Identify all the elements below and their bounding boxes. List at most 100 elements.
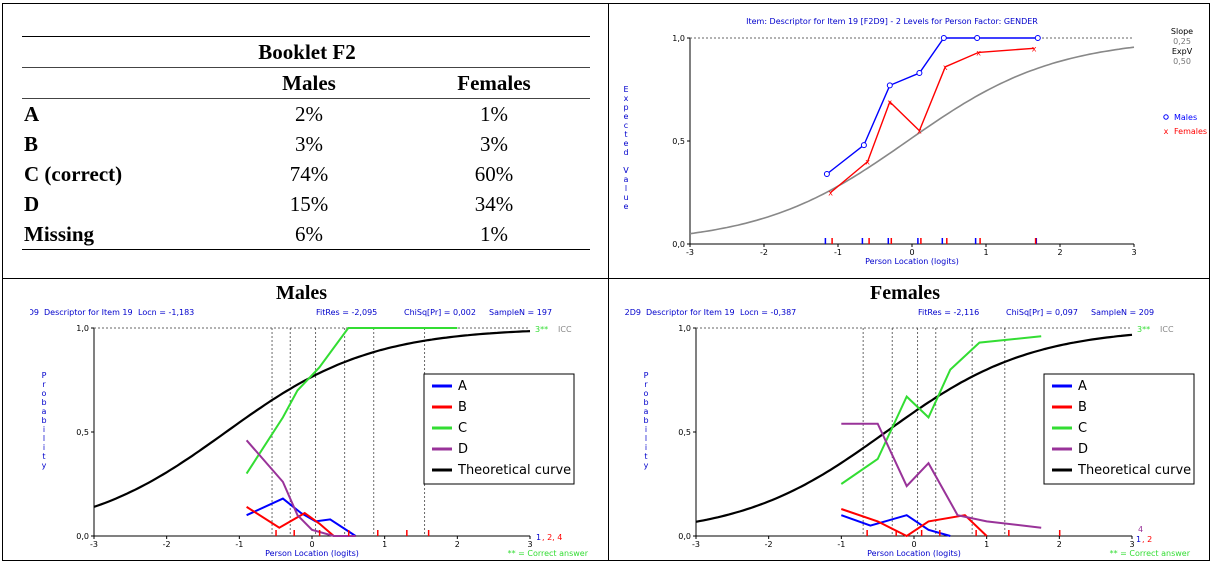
series-line-b (840, 508, 988, 538)
y-axis-label-char: t (42, 452, 45, 461)
y-axis-label-char: l (43, 434, 45, 443)
header-males: Males (282, 70, 336, 95)
y-tick-label: 0,5 (76, 428, 89, 437)
data-point-females: x (828, 189, 833, 198)
y-axis-label-char: l (645, 434, 647, 443)
y-axis-label-char: x (624, 94, 629, 103)
legend-label: B (458, 400, 467, 415)
expv-label: ExpV (1172, 47, 1193, 56)
x-tick-label: -1 (837, 540, 845, 549)
row-males: 6% (295, 221, 323, 246)
slope-label: Slope (1171, 27, 1193, 36)
data-point-females: x (917, 127, 922, 136)
data-point-females: x (976, 48, 981, 57)
figure-frame (2, 3, 1210, 561)
y-axis-label-char: b (41, 398, 46, 407)
x-tick-label: 0 (909, 248, 914, 257)
y-tick-label: 1,0 (672, 34, 685, 43)
legend-label: Theoretical curve (1077, 463, 1191, 478)
y-tick-label: 0,0 (672, 240, 685, 249)
y-axis-label-char: e (624, 112, 629, 121)
theoretical-curve (93, 330, 531, 508)
y-axis-label-char: e (624, 202, 629, 211)
tail-label-2: , 2 (1142, 535, 1152, 544)
females-icc-chart: F2D9 Descriptor for Item 19 Locn = -0,387 F… (624, 308, 1195, 558)
y-axis-label-char: i (645, 425, 647, 434)
y-axis-label-char: P (644, 371, 649, 380)
row-males: 2% (295, 101, 323, 126)
y-axis-label-char: i (43, 443, 45, 452)
legend-marker-males (1163, 114, 1169, 120)
table-row: D 15% 34% (22, 189, 590, 219)
males-panel-title: Males (276, 282, 328, 304)
footnote: ** = Correct answer (1110, 549, 1191, 558)
row-females: 34% (474, 191, 514, 216)
y-axis-label-char: r (644, 380, 648, 389)
header-chisq: ChiSq[Pr] = 0,097 (1006, 308, 1078, 317)
y-axis-label-char: i (645, 443, 647, 452)
y-axis-label-char: t (624, 130, 627, 139)
row-females: 1% (480, 221, 508, 246)
legend-label: D (1078, 442, 1088, 457)
legend-label: C (1078, 421, 1087, 436)
y-axis-label-char: d (623, 148, 628, 157)
y-axis-label-char: e (624, 139, 629, 148)
data-point-females: x (887, 98, 892, 107)
header-females: Females (457, 70, 531, 95)
x-tick-label: 3 (527, 540, 532, 549)
booklet-table: Booklet F2 Males Females A 2% 1% B 3% 3%… (22, 36, 590, 250)
data-point-females: x (943, 63, 948, 72)
row-label: D (24, 191, 40, 216)
x-tick-label: 2 (1057, 540, 1062, 549)
data-point-males (886, 82, 893, 89)
x-tick-label: -1 (235, 540, 243, 549)
row-females: 60% (474, 161, 514, 186)
x-tick-label: -2 (765, 540, 773, 549)
x-tick-label: -2 (163, 540, 171, 549)
expv-value: 0,50 (1173, 57, 1191, 66)
table-row: B 3% 3% (22, 129, 590, 159)
y-axis-label-char: o (42, 389, 47, 398)
row-females: 3% (480, 131, 508, 156)
y-axis-label-char: b (41, 416, 46, 425)
data-point-males (823, 170, 830, 177)
x-tick-label: 2 (1057, 248, 1062, 257)
theoretical-curve (695, 333, 1133, 523)
y-axis-label-char: y (42, 461, 47, 470)
x-tick-label: -3 (692, 540, 700, 549)
table-bottom-rule (22, 249, 590, 250)
chart-title: Item: Descriptor for Item 19 [F2D9] - 2 … (746, 17, 1038, 26)
legend-label: C (458, 421, 467, 436)
row-label: C (correct) (24, 161, 123, 186)
legend-label: D (458, 442, 468, 457)
y-axis-label-char: u (623, 193, 628, 202)
row-label: B (24, 131, 39, 156)
slope-value: 0,25 (1173, 37, 1191, 46)
header-fitres: FitRes = -2,116 (918, 308, 979, 317)
header-descriptor: Descriptor for Item 19 (646, 308, 735, 317)
y-tick-label: 0,5 (672, 137, 685, 146)
table-top-rule (22, 36, 590, 37)
header-locn: Locn = -1,183 (138, 308, 194, 317)
table-title: Booklet F2 (258, 39, 356, 64)
panel-divider-vertical (608, 3, 609, 561)
legend-label-males: Males (1174, 113, 1197, 122)
header-samplen: SampleN = 209 (1091, 308, 1154, 317)
panel-divider-horizontal (2, 278, 1210, 279)
row-label: A (24, 101, 40, 126)
x-tick-label: 3 (1129, 540, 1134, 549)
legend-label: A (1078, 379, 1087, 394)
y-tick-label: 0,0 (76, 532, 89, 541)
y-axis-label-char: c (624, 121, 628, 130)
x-tick-label: 0 (911, 540, 916, 549)
series-line-males (826, 37, 1038, 175)
tail-label-4: 4 (1138, 525, 1143, 534)
legend-label: A (458, 379, 467, 394)
data-point-females: x (1032, 44, 1037, 53)
y-tick-label: 1,0 (76, 324, 89, 333)
y-axis-label-char: V (623, 166, 629, 175)
x-tick-label: -2 (760, 248, 768, 257)
legend-marker-females: x (1164, 127, 1169, 136)
y-tick-label: 0,0 (678, 532, 691, 541)
legend-label: Theoretical curve (457, 463, 571, 478)
